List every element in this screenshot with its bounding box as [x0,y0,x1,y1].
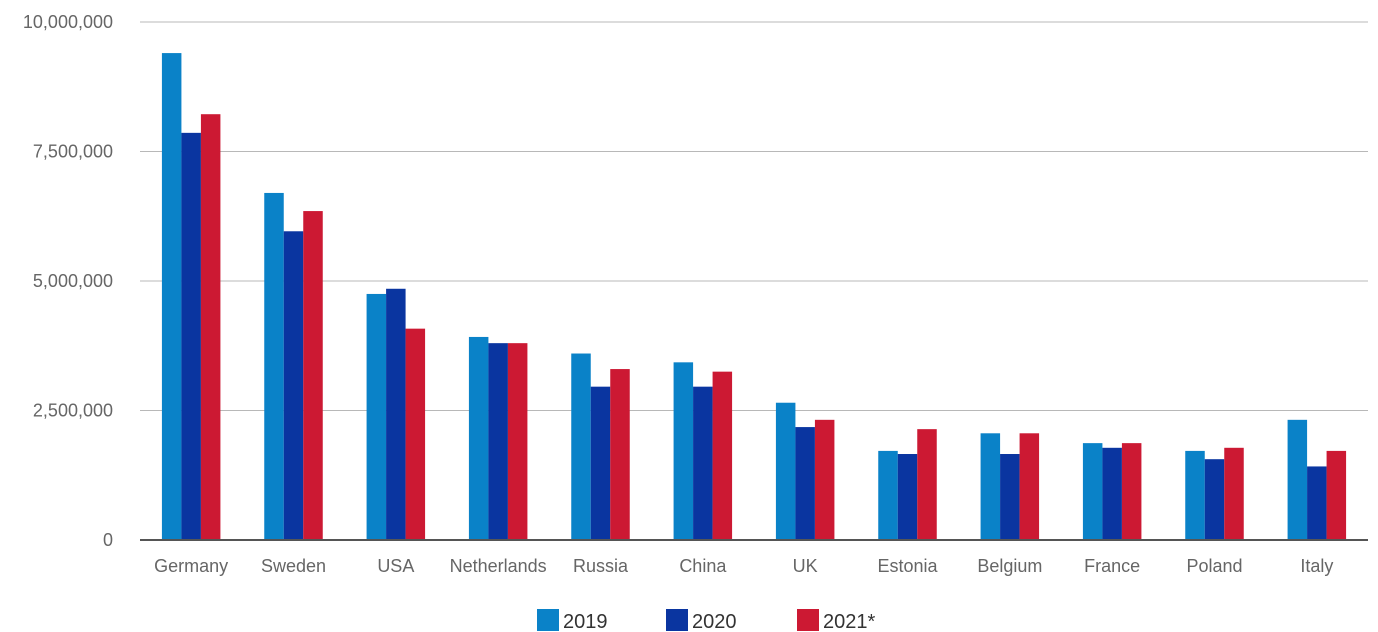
x-tick-label: Poland [1186,556,1242,576]
bars [161,53,1347,541]
y-tick-label: 7,500,000 [33,142,113,162]
bar-belgium-2021 [1019,433,1040,540]
x-tick-label: Italy [1300,556,1333,576]
bar-russia-2019 [571,353,591,540]
bar-germany-2020 [181,132,201,541]
x-tick-label: Germany [154,556,228,576]
bar-france-2021 [1121,443,1142,540]
bar-usa-2021 [405,328,426,540]
bar-estonia-2019 [878,450,898,540]
bar-sweden-2020 [283,231,304,540]
x-tick-label: USA [377,556,414,576]
y-tick-label: 5,000,000 [33,271,113,291]
bar-usa-2020 [386,288,406,540]
y-axis-ticks: 0 2,500,000 5,000,000 7,500,000 10,000,000 [23,12,113,550]
x-tick-label: Sweden [261,556,326,576]
bar-uk-2020 [795,427,815,540]
y-tick-label: 0 [103,530,113,550]
x-axis-ticks: Germany Sweden USA Netherlands Russia China UK… [154,556,1333,576]
legend: 2019 2020 2021* [537,609,875,632]
bar-russia-2021 [610,369,630,540]
legend-swatch [666,609,688,631]
bar-netherlands-2020 [488,343,508,540]
bar-belgium-2020 [1000,454,1020,540]
bar-usa-2019 [366,293,387,540]
bar-germany-2019 [161,53,182,540]
bar-italy-2021 [1326,450,1347,540]
bar-estonia-2020 [897,454,918,540]
gridlines [140,21,1368,411]
y-tick-label: 2,500,000 [33,401,113,421]
bar-netherlands-2019 [468,336,489,540]
bar-poland-2019 [1185,450,1205,540]
bar-france-2020 [1102,447,1122,540]
bar-russia-2020 [590,386,611,540]
bar-poland-2020 [1204,459,1225,540]
x-tick-label: UK [793,556,818,576]
bar-china-2020 [693,386,713,540]
y-tick-label: 10,000,000 [23,12,113,32]
bar-italy-2019 [1287,419,1308,540]
x-tick-label: China [679,556,727,576]
bar-china-2019 [673,362,694,540]
x-tick-label: Netherlands [450,556,547,576]
bar-belgium-2019 [980,433,1001,540]
bar-italy-2020 [1307,466,1327,540]
bar-uk-2019 [775,402,796,540]
x-tick-label: France [1084,556,1140,576]
bar-uk-2021 [814,419,835,540]
bar-france-2019 [1082,443,1103,540]
bar-sweden-2019 [264,192,284,540]
x-tick-label: Belgium [977,556,1042,576]
legend-label: 2021* [823,611,875,632]
legend-label: 2019 [563,611,608,632]
bar-estonia-2021 [917,429,937,540]
legend-swatch [537,609,559,631]
x-tick-label: Estonia [877,556,938,576]
bar-netherlands-2021 [507,343,528,540]
bar-china-2021 [712,371,733,540]
bar-germany-2021 [200,114,221,540]
bar-poland-2021 [1224,447,1244,540]
legend-label: 2020 [692,611,737,632]
legend-swatch [797,609,819,631]
x-tick-label: Russia [573,556,629,576]
bar-sweden-2021 [303,211,323,540]
